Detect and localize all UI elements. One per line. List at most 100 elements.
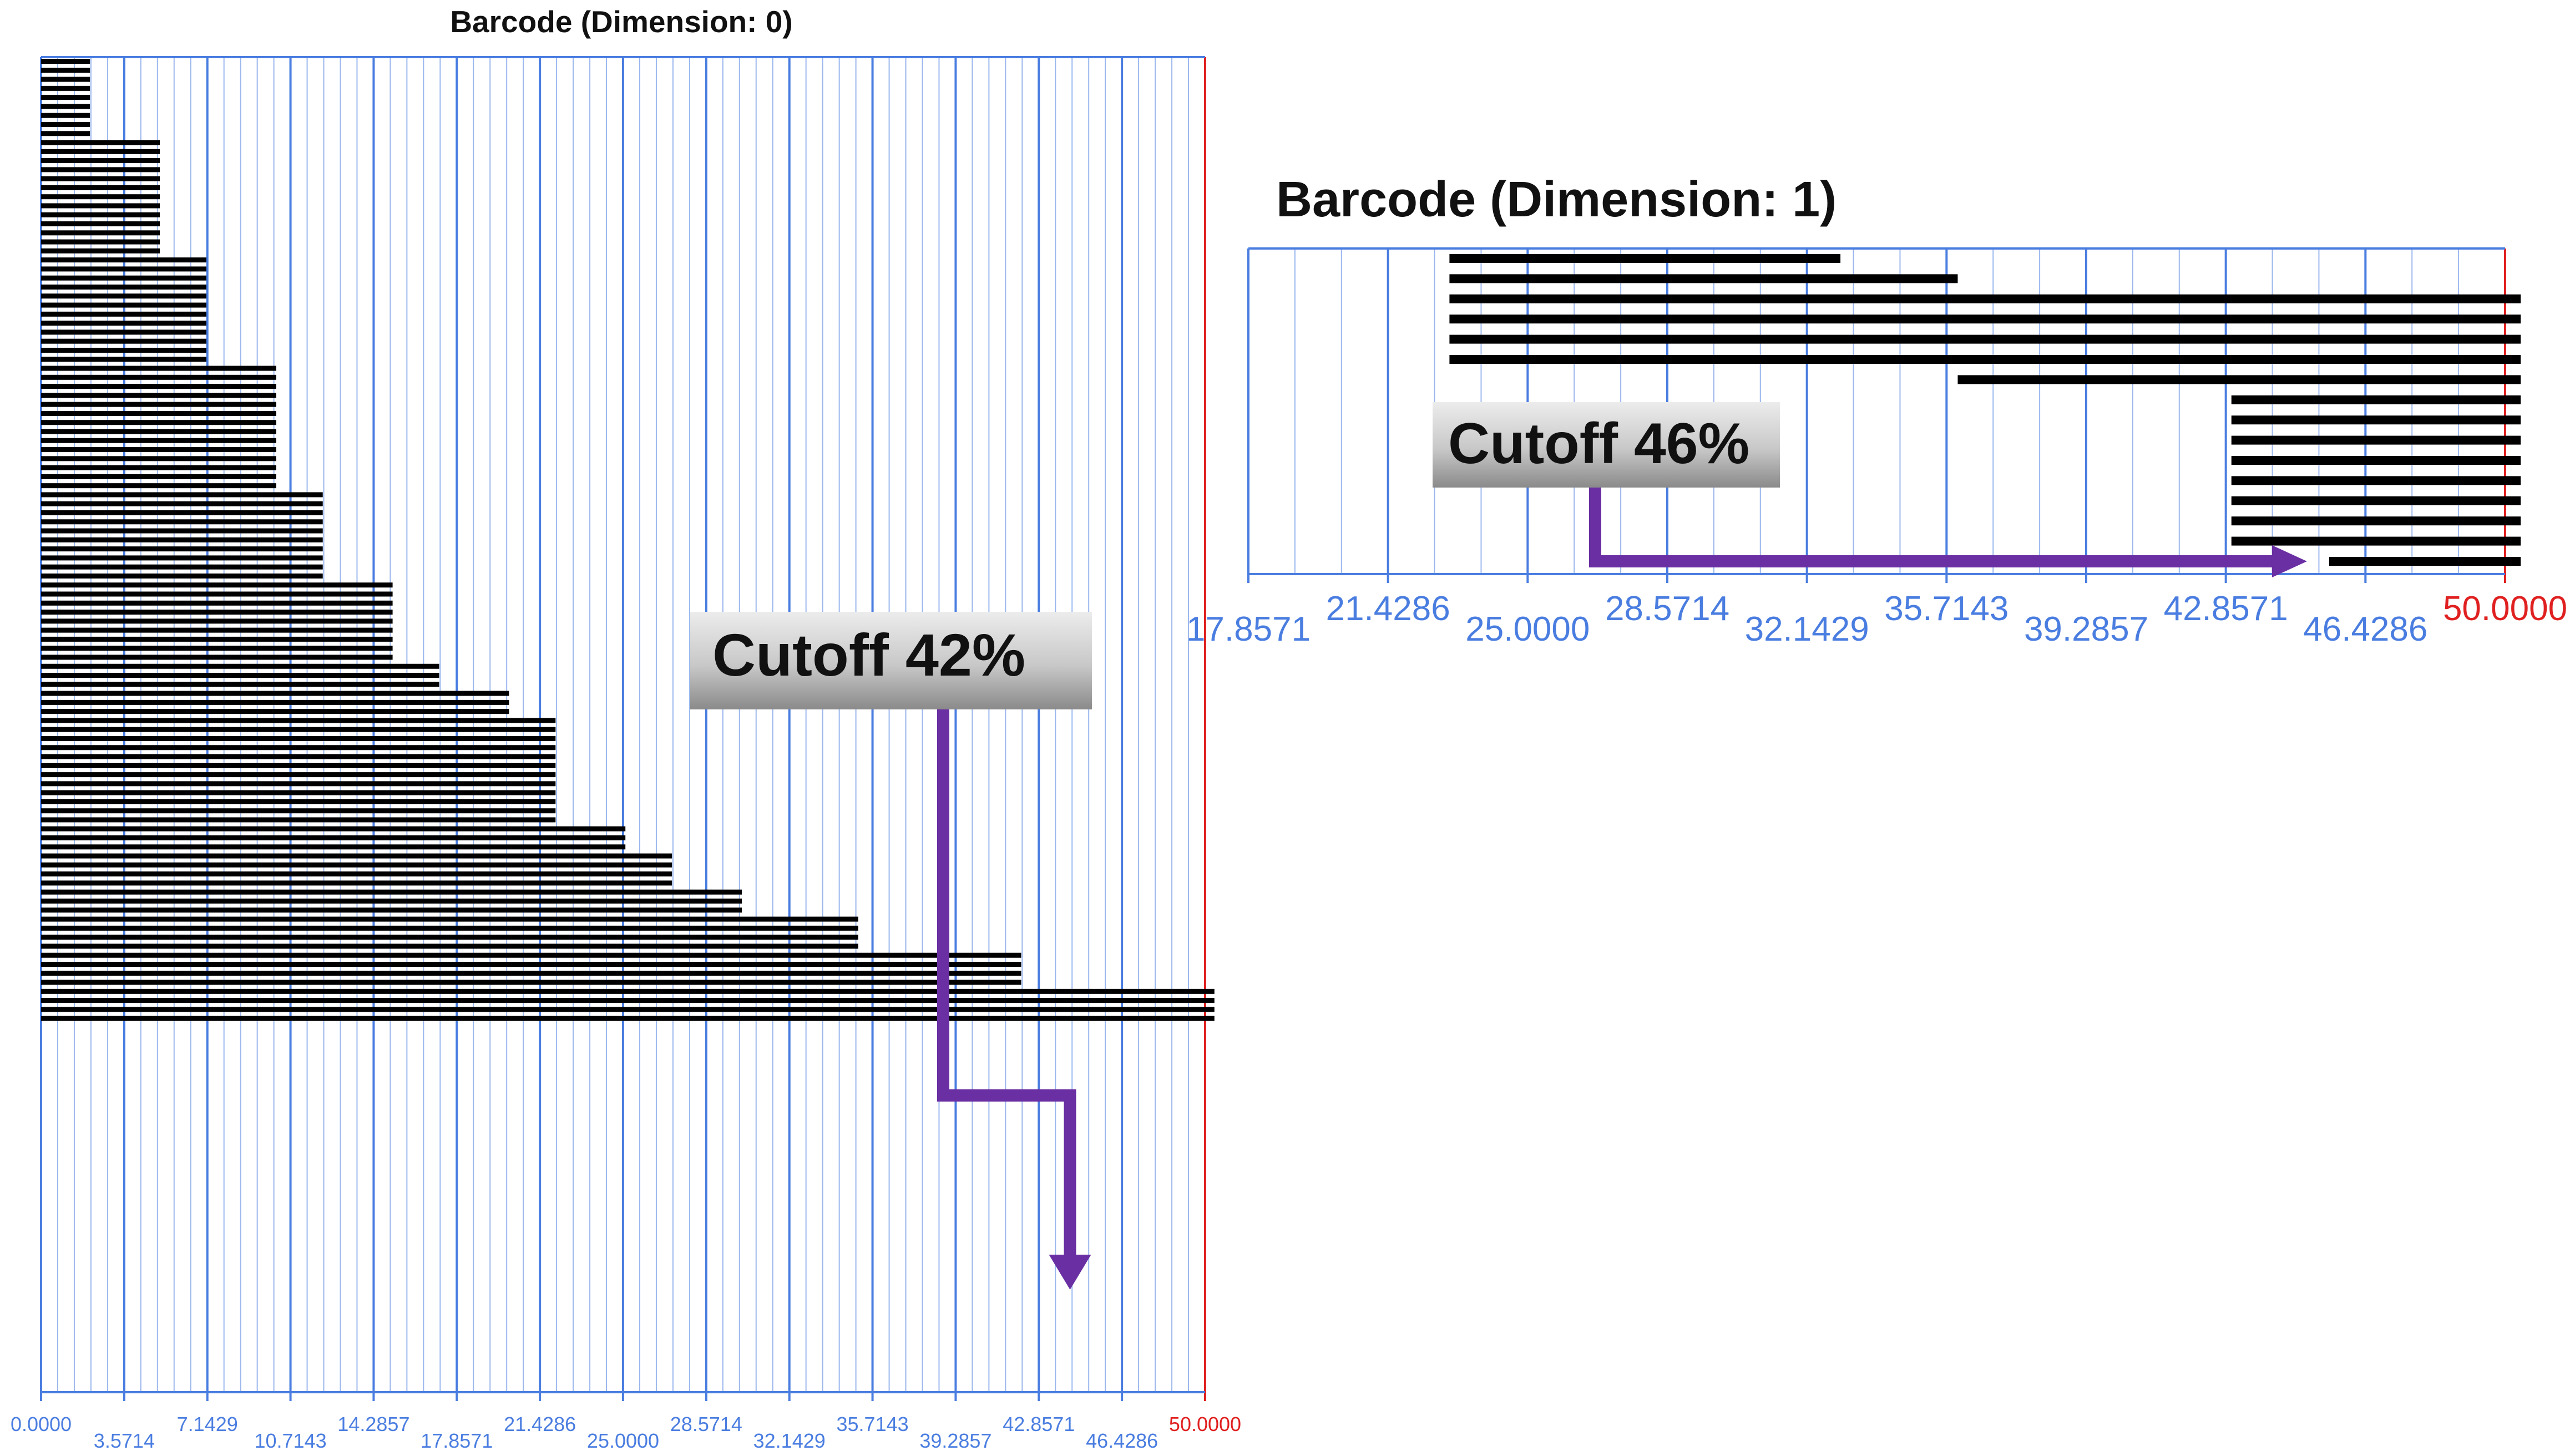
- barcode-bar: [2231, 435, 2521, 445]
- barcode-bar: [41, 239, 160, 245]
- barcode-bar: [41, 402, 276, 407]
- barcode-bar: [2231, 536, 2521, 546]
- tick-label: 21.4286: [504, 1413, 576, 1435]
- barcode-bar: [41, 338, 206, 344]
- barcode-bar: [41, 573, 323, 579]
- barcode-bar: [41, 194, 160, 200]
- barcode-bar: [41, 203, 160, 209]
- barcode-bar: [41, 636, 393, 642]
- barcode-bar: [41, 971, 1021, 976]
- barcode-bar: [41, 393, 276, 398]
- barcode-bar: [41, 357, 206, 362]
- barcode-bar: [41, 655, 393, 660]
- barcode-bar: [41, 781, 556, 787]
- tick-label: 32.1429: [753, 1429, 826, 1452]
- barcode-bar: [41, 691, 509, 696]
- barcode-bar: [41, 140, 160, 145]
- barcode-bar: [41, 943, 858, 949]
- barcode-bar: [2231, 415, 2521, 425]
- barcode-bar: [41, 1016, 1215, 1021]
- barcode-bar: [41, 980, 1021, 985]
- barcode-bar: [41, 492, 323, 498]
- barcode-bar: [41, 582, 393, 588]
- barcode-bar: [1449, 334, 2521, 344]
- barcode-bar: [41, 600, 393, 606]
- tick-label: 39.2857: [919, 1429, 991, 1452]
- barcode-bar: [41, 962, 1021, 967]
- annotation-box: [690, 612, 1092, 709]
- barcode-bar: [41, 185, 160, 190]
- barcode-bar: [41, 302, 206, 308]
- tick-label: 10.7143: [255, 1429, 327, 1452]
- barcode-bar: [41, 889, 742, 895]
- cutoff-annotation: Cutoff 42%: [690, 612, 1092, 1290]
- barcode-chart-dim1: Barcode (Dimension: 1) 17.8571 21.4286 25.…: [1186, 172, 2567, 648]
- barcode-bar: [41, 727, 556, 732]
- barcode-bar: [41, 176, 160, 181]
- barcode-bar: [41, 68, 90, 73]
- tick-label: 25.0000: [587, 1429, 659, 1452]
- cutoff-annotation: Cutoff 46%: [1433, 402, 2307, 577]
- barcode-bar: [41, 772, 556, 778]
- tick-label: 0.0000: [11, 1413, 72, 1435]
- cutoff-arrowhead: [2271, 545, 2307, 577]
- barcode-chart-dim0: Barcode (Dimension: 0) 0.0000 3.5714 7.142…: [11, 4, 1241, 1452]
- barcode-bar: [2329, 557, 2521, 566]
- barcode-bar: [41, 998, 1215, 1003]
- barcode-bar: [41, 266, 206, 272]
- tick-label: 50.0000: [1169, 1413, 1241, 1435]
- barcode-bar: [41, 673, 439, 678]
- tick-label: 21.4286: [1326, 590, 1450, 628]
- barcode-bar: [41, 131, 90, 136]
- barcode-bar: [41, 113, 90, 118]
- barcode-bar: [41, 85, 90, 91]
- barcode-bar: [1449, 254, 1841, 263]
- barcode-bar: [41, 745, 556, 750]
- barcode-bar: [41, 121, 90, 127]
- barcode-bar: [41, 663, 439, 669]
- chart-title: Barcode (Dimension: 0): [450, 4, 792, 39]
- barcode-bar: [41, 763, 556, 768]
- barcode-bar: [41, 474, 276, 479]
- barcode-bar: [41, 907, 742, 913]
- barcode-bar: [41, 167, 160, 173]
- barcode-bar: [41, 438, 276, 443]
- cutoff-arrowhead: [1049, 1255, 1091, 1290]
- barcode-bar: [41, 158, 160, 164]
- barcode-bar: [41, 817, 556, 823]
- barcode-bar: [41, 844, 626, 850]
- barcode-bar: [41, 610, 393, 615]
- barcode-bar: [1957, 375, 2521, 384]
- barcode-bar: [41, 952, 1021, 958]
- barcode-bar: [41, 221, 160, 227]
- barcode-bar: [41, 519, 323, 525]
- barcode-bar: [41, 528, 323, 534]
- barcode-bar: [41, 899, 742, 904]
- barcode-bar: [41, 447, 276, 453]
- barcode-bar: [41, 736, 556, 741]
- barcode-bar: [2231, 476, 2521, 485]
- barcode-bar: [41, 826, 626, 831]
- tick-label: 39.2857: [2024, 610, 2148, 648]
- barcode-bar: [41, 754, 556, 759]
- barcode-bar: [2231, 516, 2521, 526]
- barcode-bar: [41, 77, 90, 82]
- barcode-bar: [41, 501, 323, 506]
- barcode-bar: [41, 311, 206, 317]
- barcode-bar: [1449, 294, 2521, 303]
- tick-labels: 17.8571 21.4286 25.0000 28.5714 32.1429 35.71…: [1186, 590, 2567, 648]
- barcode-bar: [1449, 355, 2521, 364]
- bar-series: [41, 59, 1215, 1021]
- barcode-bar: [41, 374, 276, 380]
- barcode-bar: [1449, 314, 2521, 324]
- barcode-bar: [41, 1007, 1215, 1012]
- barcode-bar: [41, 835, 626, 841]
- tick-label: 28.5714: [1605, 590, 1729, 628]
- tick-label: 28.5714: [670, 1413, 742, 1435]
- annotation-label: Cutoff 46%: [1448, 412, 1749, 476]
- annotation-label: Cutoff 42%: [712, 621, 1025, 688]
- barcode-bar: [41, 853, 672, 859]
- barcode-bar: [2231, 395, 2521, 404]
- tick-label: 7.1429: [177, 1413, 238, 1435]
- barcode-bar: [1449, 274, 1958, 283]
